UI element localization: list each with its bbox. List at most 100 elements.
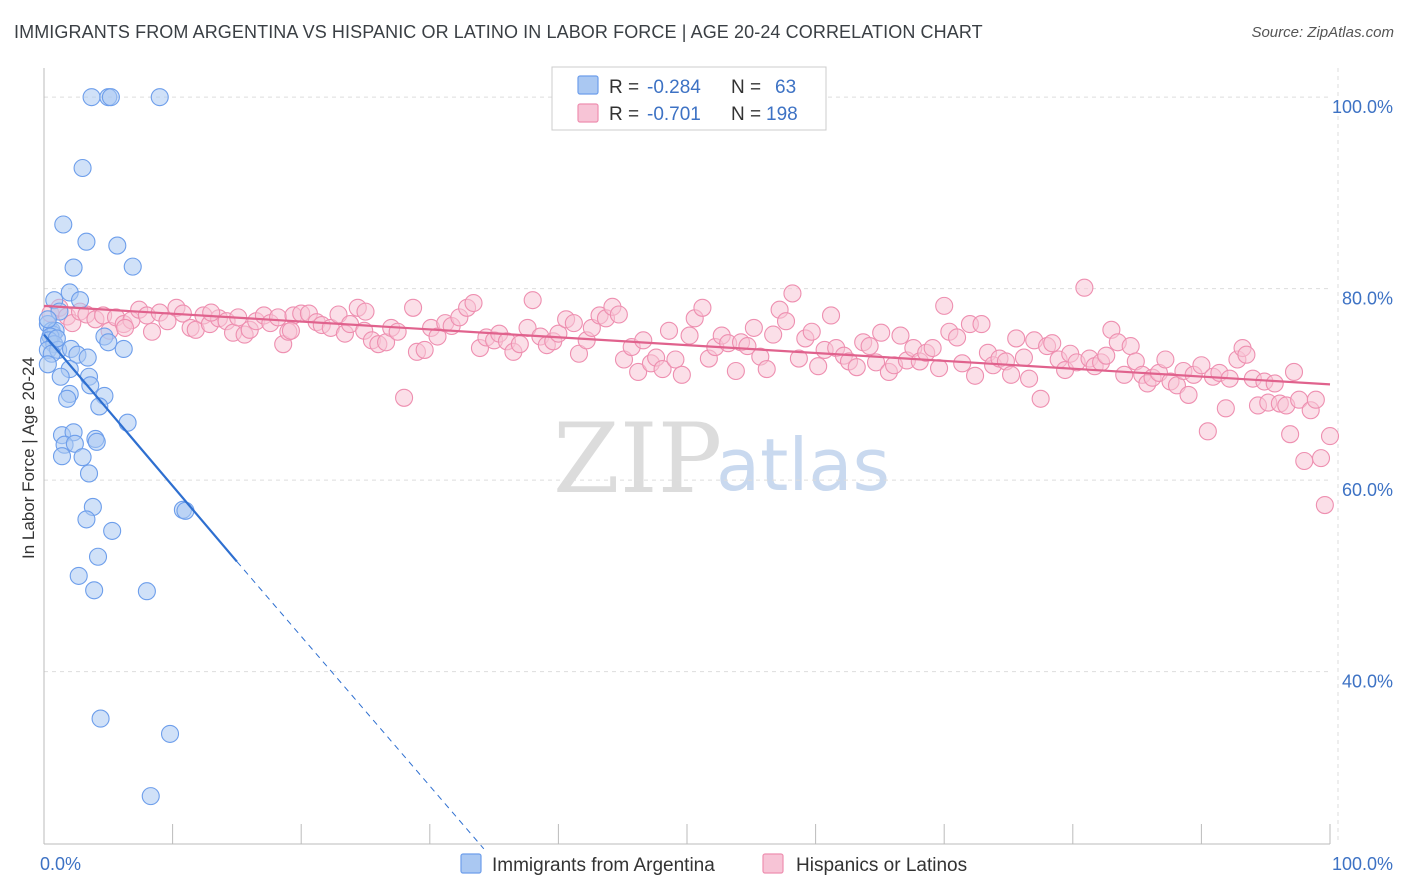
data-point xyxy=(1295,451,1314,471)
y-tick-label: 80.0% xyxy=(1342,289,1393,309)
data-point xyxy=(90,397,109,416)
data-point xyxy=(776,312,796,331)
data-point xyxy=(872,323,891,342)
data-point xyxy=(738,337,757,356)
data-point xyxy=(866,353,886,372)
data-point xyxy=(1007,329,1026,348)
legend-n-label: N = xyxy=(731,104,761,125)
axes xyxy=(43,68,1331,845)
data-point xyxy=(202,303,221,322)
data-point xyxy=(79,464,99,483)
data-point xyxy=(966,366,985,385)
legend-n-value-hispanics: 198 xyxy=(766,104,798,125)
data-point xyxy=(1216,399,1235,418)
data-point xyxy=(1198,422,1217,441)
data-point xyxy=(809,357,828,376)
y-tick-label: 100.0% xyxy=(1332,97,1393,117)
y-tick-label: 40.0% xyxy=(1342,672,1393,692)
data-point xyxy=(1284,362,1304,382)
data-point xyxy=(269,308,288,327)
data-point xyxy=(395,388,414,407)
series-legend: Immigrants from Argentina Hispanics or L… xyxy=(460,853,967,876)
data-point xyxy=(821,306,841,325)
legend-n-value-argentina: 63 xyxy=(775,77,796,98)
series-hispanics-points xyxy=(41,278,1340,515)
data-point xyxy=(948,328,967,347)
data-point xyxy=(783,284,802,303)
chart-source: Source: ZipAtlas.com xyxy=(1251,24,1394,41)
data-point xyxy=(73,158,92,178)
data-point xyxy=(569,344,589,363)
data-point xyxy=(99,333,118,352)
legend-label-argentina: Immigrants from Argentina xyxy=(492,855,715,876)
data-point xyxy=(1075,278,1094,297)
data-point xyxy=(428,327,447,346)
legend-r-value-argentina: -0.284 xyxy=(647,77,701,98)
data-point xyxy=(101,88,120,107)
legend-label-hispanics: Hispanics or Latinos xyxy=(796,855,967,876)
data-point xyxy=(38,355,57,374)
data-point xyxy=(1311,449,1331,468)
data-point xyxy=(1020,369,1039,388)
data-point xyxy=(1121,337,1140,356)
legend-swatch-argentina xyxy=(460,853,482,874)
data-point xyxy=(69,566,88,585)
legend-r-label: R = xyxy=(609,104,639,125)
x-tick-label: 100.0% xyxy=(1332,854,1393,874)
data-point xyxy=(764,325,783,344)
data-point xyxy=(634,331,653,350)
data-point xyxy=(860,337,879,356)
data-point xyxy=(672,365,691,384)
data-point xyxy=(726,361,745,381)
data-point xyxy=(659,321,679,340)
chart-title: IMMIGRANTS FROM ARGENTINA VS HISPANIC OR… xyxy=(14,22,983,42)
data-point xyxy=(38,310,57,329)
data-point xyxy=(150,88,169,107)
data-point xyxy=(118,413,137,432)
data-point xyxy=(65,434,84,453)
data-point xyxy=(1237,345,1256,364)
legend-r-value-hispanics: -0.701 xyxy=(647,104,701,125)
data-point xyxy=(77,510,96,529)
data-point xyxy=(1014,348,1033,367)
data-point xyxy=(160,724,180,743)
data-point xyxy=(82,88,101,107)
data-point xyxy=(1156,350,1175,369)
x-tick-labels: 0.0% 100.0% xyxy=(40,854,1393,874)
data-point xyxy=(693,298,712,317)
data-point xyxy=(891,326,910,345)
data-point xyxy=(87,432,106,451)
data-point xyxy=(757,360,776,379)
data-point xyxy=(103,521,122,540)
data-point xyxy=(923,338,942,358)
data-point xyxy=(930,359,949,378)
legend-swatch-argentina xyxy=(577,75,599,95)
data-point xyxy=(1320,427,1340,446)
data-point xyxy=(77,232,96,251)
watermark: ZIP atlas xyxy=(553,403,890,515)
data-point xyxy=(281,321,300,340)
data-point xyxy=(415,340,434,359)
trend-line-extension xyxy=(236,561,485,850)
data-point xyxy=(54,215,73,234)
data-point xyxy=(1179,385,1198,404)
legend-r-label: R = xyxy=(609,77,639,98)
data-point xyxy=(108,236,127,255)
data-point xyxy=(176,501,195,520)
data-point xyxy=(137,582,156,601)
data-point xyxy=(81,376,100,395)
data-point xyxy=(629,362,648,382)
data-point xyxy=(464,293,483,313)
data-point xyxy=(523,291,542,310)
trend-lines xyxy=(43,304,1331,850)
data-point xyxy=(680,326,699,345)
data-point xyxy=(1097,346,1116,365)
data-point xyxy=(609,305,628,324)
y-axis-label: In Labor Force | Age 20-24 xyxy=(19,357,38,559)
trend-line xyxy=(43,304,1331,386)
watermark-zip: ZIP xyxy=(553,403,722,515)
y-tick-labels: 100.0% 80.0% 60.0% 40.0% xyxy=(1332,97,1393,692)
data-point xyxy=(1002,365,1021,384)
data-point xyxy=(789,349,808,368)
